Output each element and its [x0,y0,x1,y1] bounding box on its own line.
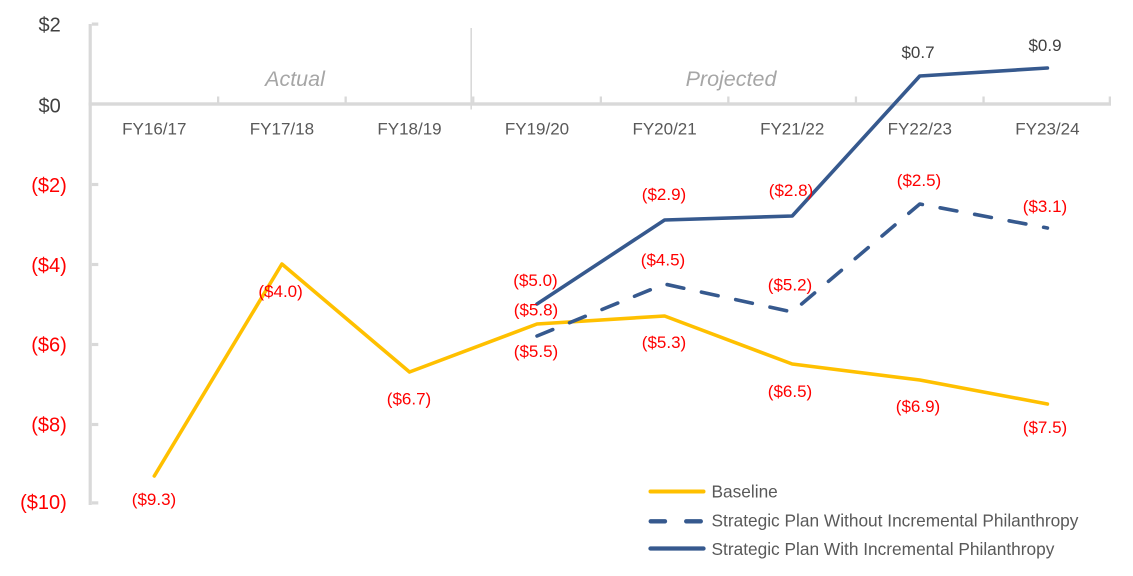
svg-text:($3.1): ($3.1) [1023,197,1067,216]
svg-text:Strategic Plan With Incrementa: Strategic Plan With Incremental Philanth… [712,539,1055,559]
svg-text:Baseline: Baseline [712,482,778,502]
svg-text:Actual: Actual [263,67,326,91]
svg-text:($2.9): ($2.9) [642,185,686,204]
svg-text:FY22/23: FY22/23 [888,120,952,139]
svg-text:FY18/19: FY18/19 [377,120,441,139]
svg-text:FY17/18: FY17/18 [250,120,314,139]
svg-text:FY16/17: FY16/17 [122,120,186,139]
svg-text:($4.5): ($4.5) [641,251,685,270]
svg-text:($2): ($2) [31,175,67,197]
svg-text:FY23/24: FY23/24 [1015,120,1079,139]
svg-text:($5.8): ($5.8) [514,301,558,320]
svg-text:$0.7: $0.7 [901,43,934,62]
svg-text:($5.0): ($5.0) [513,271,557,290]
svg-text:($6.9): ($6.9) [896,397,940,416]
svg-text:Strategic Plan Without Increme: Strategic Plan Without Incremental Phila… [712,511,1079,531]
svg-text:FY19/20: FY19/20 [505,120,569,139]
svg-text:($7.5): ($7.5) [1023,418,1067,437]
svg-text:($9.3): ($9.3) [132,490,176,509]
svg-text:($5.5): ($5.5) [514,342,558,361]
svg-text:($6.7): ($6.7) [387,390,431,409]
svg-text:($5.2): ($5.2) [768,276,812,295]
svg-text:$2: $2 [39,14,61,36]
svg-text:FY20/21: FY20/21 [632,120,696,139]
svg-text:($6.5): ($6.5) [768,382,812,401]
svg-text:($10): ($10) [20,492,67,514]
svg-text:($5.3): ($5.3) [642,333,686,352]
svg-text:($4): ($4) [31,255,67,277]
svg-text:($4.0): ($4.0) [258,282,302,301]
svg-text:$0.9: $0.9 [1028,36,1061,55]
svg-text:Projected: Projected [686,67,778,91]
svg-text:$0: $0 [39,95,61,117]
svg-text:($2.5): ($2.5) [897,171,941,190]
svg-text:($2.8): ($2.8) [769,181,813,200]
svg-text:FY21/22: FY21/22 [760,120,824,139]
svg-text:($6): ($6) [31,334,67,356]
svg-text:($8): ($8) [31,414,67,436]
